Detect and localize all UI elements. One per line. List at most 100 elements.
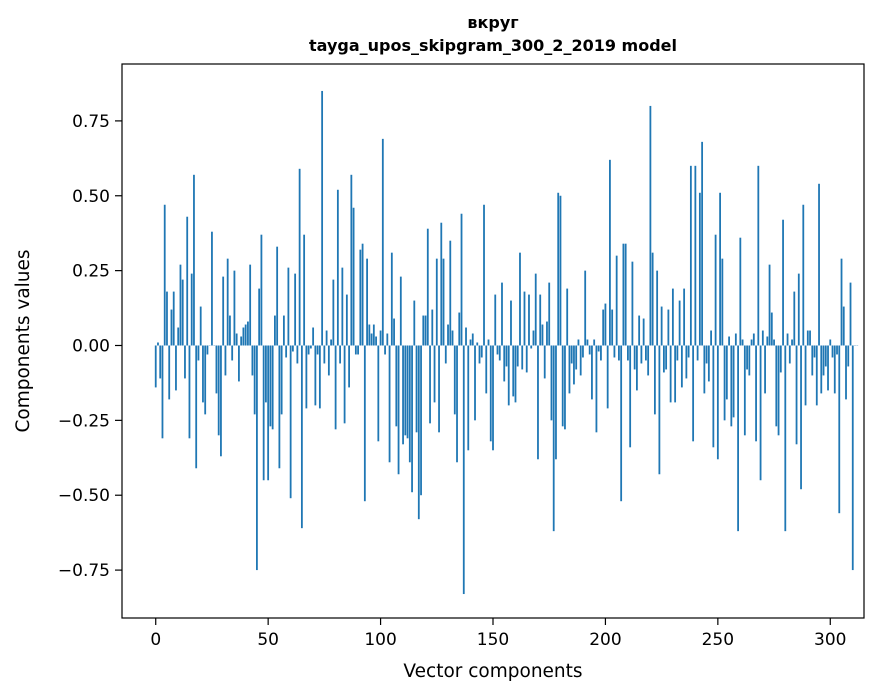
bar	[179, 264, 182, 346]
bar	[354, 345, 357, 355]
bar	[330, 339, 333, 346]
bar	[674, 345, 677, 403]
bar	[426, 228, 429, 346]
bar	[622, 243, 625, 346]
bar	[728, 336, 730, 346]
bar	[249, 264, 252, 346]
bar	[278, 345, 281, 469]
bar	[154, 345, 157, 388]
bar	[206, 345, 209, 355]
bar	[597, 345, 600, 352]
bar	[501, 282, 503, 346]
bar	[465, 327, 467, 346]
bar	[768, 264, 771, 346]
bar	[253, 345, 256, 415]
bar	[689, 165, 692, 346]
bar	[624, 243, 627, 346]
bar	[811, 345, 814, 376]
bar	[692, 345, 695, 442]
bar	[829, 339, 832, 346]
chart-title: вкруг	[467, 13, 518, 32]
bar	[604, 303, 607, 346]
bar-series	[154, 90, 859, 595]
bar	[712, 345, 715, 448]
bar	[363, 345, 366, 502]
bar	[555, 345, 557, 460]
bar	[498, 345, 501, 361]
bar	[719, 192, 721, 346]
bar	[525, 345, 528, 373]
bar	[633, 345, 636, 370]
bar	[761, 330, 764, 346]
bar	[770, 312, 773, 346]
bar	[737, 345, 739, 532]
bar	[707, 345, 710, 382]
bar	[460, 213, 463, 346]
bar	[784, 345, 787, 532]
bar	[325, 330, 328, 346]
bar	[161, 345, 164, 439]
bar	[314, 345, 317, 406]
bar	[752, 333, 755, 346]
y-tick-label: 0.50	[72, 187, 110, 207]
bar	[193, 174, 195, 346]
bar	[307, 345, 310, 355]
bar	[739, 237, 742, 346]
bar	[350, 174, 353, 346]
bar	[822, 345, 825, 376]
bar	[492, 345, 494, 451]
bar	[289, 345, 292, 499]
bar	[291, 345, 294, 352]
bar	[800, 345, 802, 490]
x-tick-label: 300	[814, 630, 846, 650]
bar	[849, 282, 852, 346]
bar	[827, 345, 829, 391]
bar	[442, 258, 445, 346]
bar	[820, 345, 823, 394]
bar	[649, 105, 652, 346]
bar	[431, 309, 434, 346]
bar	[332, 279, 335, 346]
bar	[251, 345, 254, 376]
bar	[541, 324, 544, 346]
bar	[629, 345, 632, 448]
bar	[575, 345, 578, 370]
bar	[696, 345, 699, 361]
bar	[651, 252, 654, 346]
y-tick-label: 0.75	[72, 112, 110, 132]
bar	[316, 345, 319, 355]
bar	[435, 258, 438, 346]
bar	[788, 345, 791, 364]
bar	[166, 291, 168, 346]
bar	[667, 309, 670, 346]
bar	[510, 300, 512, 346]
bar	[609, 159, 611, 346]
bar	[539, 294, 542, 346]
bar	[393, 318, 395, 346]
bar	[186, 216, 189, 346]
bar	[265, 345, 267, 403]
bar	[411, 345, 413, 493]
bar	[638, 315, 641, 346]
bar	[615, 255, 618, 346]
bar	[642, 318, 645, 346]
bar	[202, 345, 204, 403]
bar	[579, 345, 582, 376]
bar	[447, 324, 449, 346]
bar	[732, 345, 735, 418]
bar	[429, 345, 431, 424]
x-tick-label: 150	[477, 630, 509, 650]
bar	[734, 333, 737, 346]
bar	[653, 345, 656, 415]
bar	[593, 339, 596, 346]
bar	[847, 345, 850, 367]
x-tick-label: 250	[702, 630, 734, 650]
bar	[793, 291, 796, 346]
bar	[546, 321, 548, 346]
bar	[323, 345, 326, 364]
bar	[483, 204, 485, 346]
bar	[725, 345, 728, 400]
bar	[204, 345, 207, 415]
